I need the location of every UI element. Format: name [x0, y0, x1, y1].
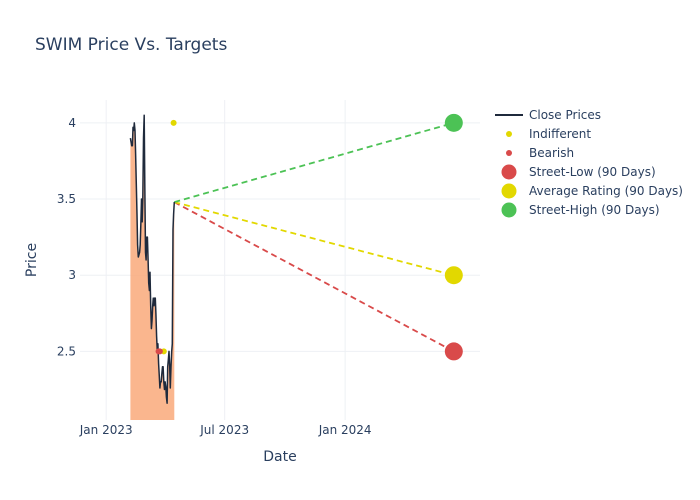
x-axis-title: Date	[263, 449, 296, 465]
target-lines	[173, 121, 455, 353]
street-low-target-line	[173, 201, 455, 353]
legend-label-close-prices: Close Prices	[529, 108, 601, 122]
average-rating-target-marker	[444, 266, 463, 285]
legend-swatch-average-rating	[501, 183, 517, 199]
legend[interactable]: Close Prices Indifferent Bearish Street-Low…	[495, 108, 683, 218]
x-tick-label: Jul 2023	[199, 423, 249, 437]
legend-swatch-bearish	[506, 150, 512, 156]
bearish-marker	[156, 348, 163, 355]
x-tick-label: Jan 2023	[79, 423, 133, 437]
indifferent-marker	[170, 119, 177, 126]
legend-swatch-street-high	[501, 202, 517, 218]
close-price-area	[130, 115, 175, 420]
legend-swatch-indifferent	[506, 131, 512, 137]
chart-title: SWIM Price Vs. Targets	[35, 35, 227, 55]
average-rating-target-line	[174, 201, 455, 277]
y-axis-title: Price	[24, 243, 40, 277]
legend-label-bearish: Bearish	[529, 146, 574, 160]
tick-labels: 2.5 3 3.5 4 Jan 2023 Jul 2023 Jan 2024	[57, 116, 372, 437]
rating-markers	[155, 119, 177, 355]
close-price-path	[129, 114, 176, 404]
legend-label-street-low: Street-Low (90 Days)	[529, 165, 656, 179]
street-high-target-marker	[444, 113, 463, 132]
legend-label-indifferent: Indifferent	[529, 127, 591, 141]
y-tick-label: 3	[68, 268, 76, 282]
street-high-target-line	[174, 121, 455, 203]
legend-label-average-rating: Average Rating (90 Days)	[529, 184, 683, 198]
street-low-target-marker	[444, 342, 463, 361]
y-tick-label: 2.5	[57, 344, 76, 358]
legend-swatch-street-low	[501, 164, 517, 180]
y-tick-label: 3.5	[57, 192, 76, 206]
x-tick-label: Jan 2024	[318, 423, 372, 437]
close-price-line	[129, 114, 176, 404]
y-tick-label: 4	[68, 116, 76, 130]
target-markers	[444, 113, 463, 361]
close-price-fill	[130, 115, 175, 420]
legend-label-street-high: Street-High (90 Days)	[529, 203, 660, 217]
